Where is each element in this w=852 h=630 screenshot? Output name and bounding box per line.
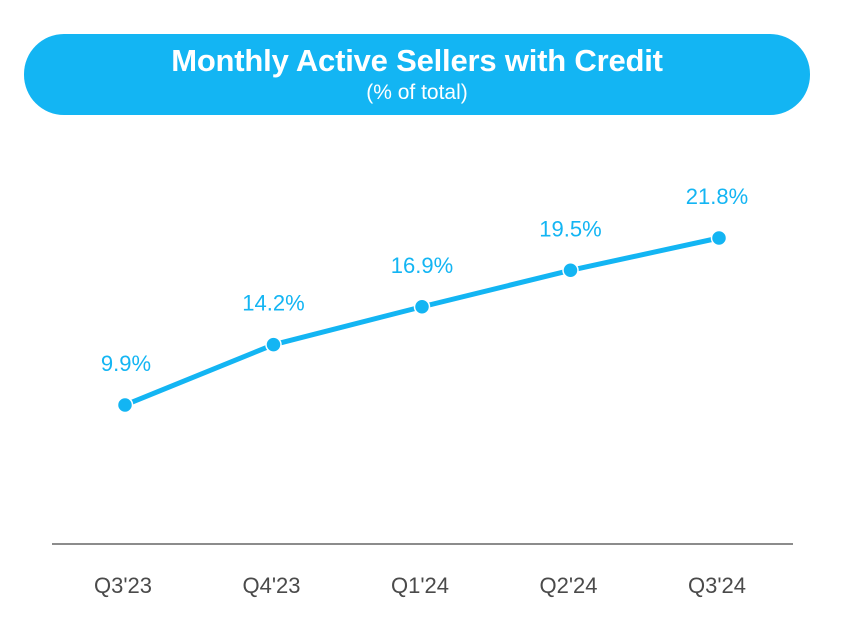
x-tick-label: Q2'24: [539, 573, 597, 598]
data-point: [265, 336, 282, 353]
chart-title-banner: Monthly Active Sellers with Credit (% of…: [24, 34, 810, 115]
data-label: 14.2%: [242, 291, 304, 316]
x-tick-label: Q1'24: [391, 573, 449, 598]
data-label: 9.9%: [101, 351, 151, 376]
data-label: 21.8%: [686, 184, 748, 209]
x-tick-label: Q3'24: [688, 573, 746, 598]
data-label: 19.5%: [539, 216, 601, 241]
data-point: [710, 229, 728, 247]
data-point: [562, 262, 579, 279]
series-layer: [116, 229, 728, 414]
chart-title: Monthly Active Sellers with Credit: [171, 43, 663, 78]
x-tick-labels-layer: Q3'23 Q4'23 Q1'24 Q2'24 Q3'24: [94, 573, 746, 598]
data-point: [413, 298, 431, 316]
data-label: 16.9%: [391, 253, 453, 278]
chart-subtitle: (% of total): [366, 81, 468, 104]
data-point: [116, 396, 134, 414]
x-tick-label: Q4'23: [242, 573, 300, 598]
data-labels-layer: 9.9% 14.2% 16.9% 19.5% 21.8%: [101, 184, 748, 376]
x-tick-label: Q3'23: [94, 573, 152, 598]
